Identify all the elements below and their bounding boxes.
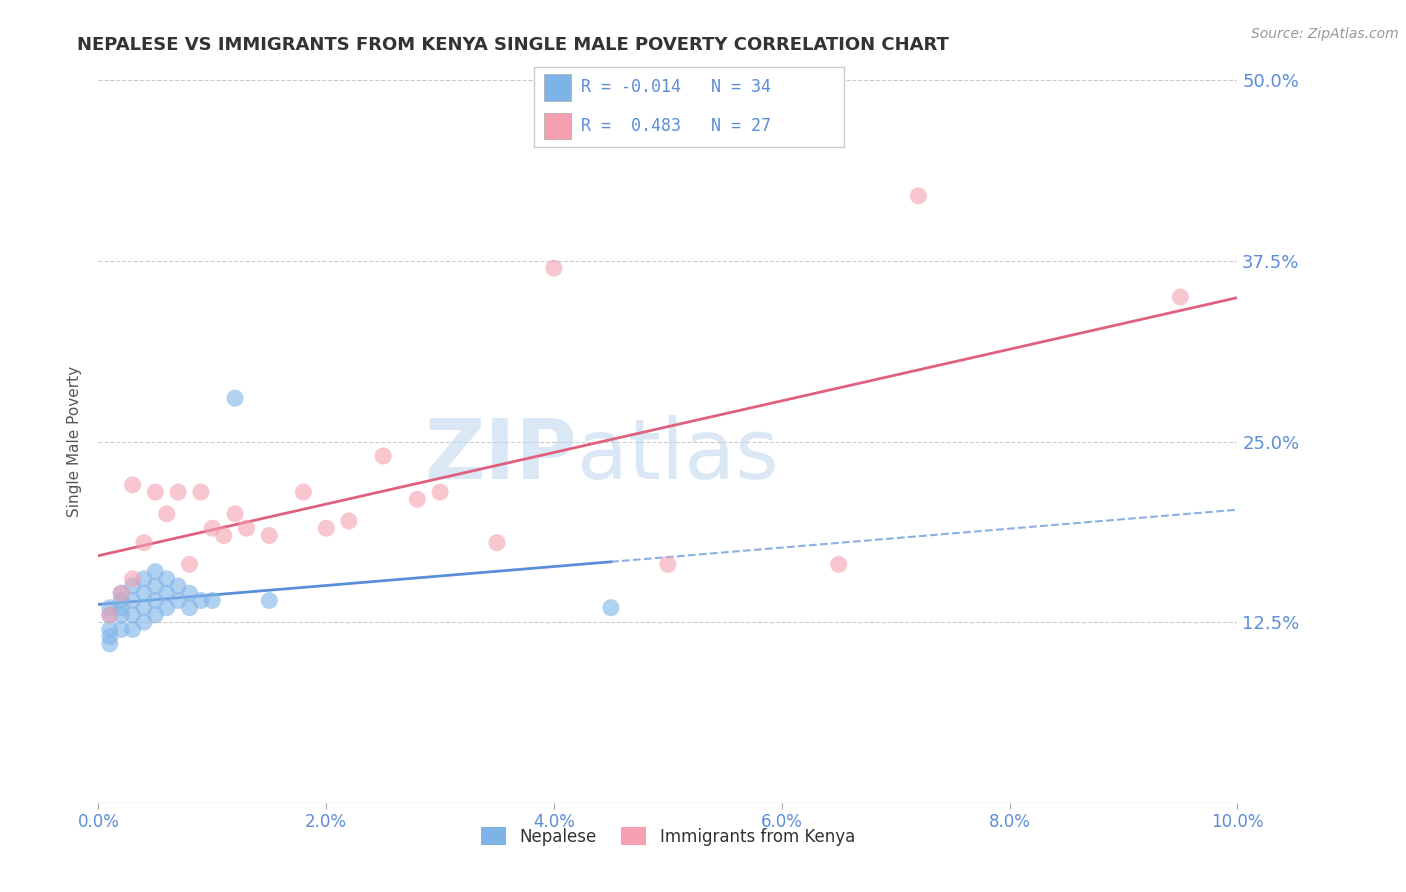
Point [179, 558, 201, 572]
Point [98, 637, 121, 651]
FancyBboxPatch shape [544, 74, 571, 101]
Point [907, 189, 929, 203]
Point [110, 607, 132, 622]
Point [156, 586, 179, 600]
Point [543, 261, 565, 276]
Point [156, 572, 179, 586]
Text: R = -0.014   N = 34: R = -0.014 N = 34 [581, 78, 770, 96]
Point [145, 593, 167, 607]
Point [145, 485, 167, 500]
Point [145, 607, 167, 622]
Point [259, 593, 281, 607]
Point [145, 565, 167, 579]
Point [212, 528, 235, 542]
Point [406, 492, 429, 507]
Point [224, 391, 246, 405]
Point [1170, 290, 1192, 304]
Point [121, 572, 143, 586]
Legend: Nepalese, Immigrants from Kenya: Nepalese, Immigrants from Kenya [474, 821, 862, 852]
Point [110, 586, 132, 600]
Point [132, 586, 155, 600]
Point [132, 600, 155, 615]
Point [110, 586, 132, 600]
Point [98, 630, 121, 644]
Text: R =  0.483   N = 27: R = 0.483 N = 27 [581, 117, 770, 135]
Point [156, 507, 179, 521]
Text: ZIP: ZIP [425, 416, 576, 497]
Point [190, 485, 212, 500]
Text: atlas: atlas [576, 416, 779, 497]
Point [657, 558, 679, 572]
Point [98, 623, 121, 637]
Y-axis label: Single Male Poverty: Single Male Poverty [67, 366, 83, 517]
Point [201, 521, 224, 535]
Point [121, 579, 143, 593]
Point [292, 485, 315, 500]
Point [235, 521, 257, 535]
Point [121, 593, 143, 607]
Text: Source: ZipAtlas.com: Source: ZipAtlas.com [1251, 27, 1399, 41]
Point [132, 572, 155, 586]
Point [259, 528, 281, 542]
Point [190, 593, 212, 607]
Point [224, 507, 246, 521]
Point [429, 485, 451, 500]
FancyBboxPatch shape [544, 112, 571, 139]
Point [486, 535, 509, 549]
Point [98, 607, 121, 622]
Point [98, 607, 121, 622]
Point [156, 600, 179, 615]
Point [110, 600, 132, 615]
Point [132, 615, 155, 630]
Text: NEPALESE VS IMMIGRANTS FROM KENYA SINGLE MALE POVERTY CORRELATION CHART: NEPALESE VS IMMIGRANTS FROM KENYA SINGLE… [77, 36, 949, 54]
Point [145, 579, 167, 593]
Point [98, 600, 121, 615]
Point [179, 600, 201, 615]
Point [167, 579, 190, 593]
Point [337, 514, 360, 528]
Point [600, 600, 623, 615]
Point [373, 449, 395, 463]
Point [167, 593, 190, 607]
Point [110, 623, 132, 637]
Point [179, 586, 201, 600]
Point [315, 521, 337, 535]
Point [167, 485, 190, 500]
Point [201, 593, 224, 607]
Point [828, 558, 851, 572]
Point [121, 478, 143, 492]
Point [132, 535, 155, 549]
Point [121, 607, 143, 622]
Point [110, 593, 132, 607]
Point [121, 623, 143, 637]
